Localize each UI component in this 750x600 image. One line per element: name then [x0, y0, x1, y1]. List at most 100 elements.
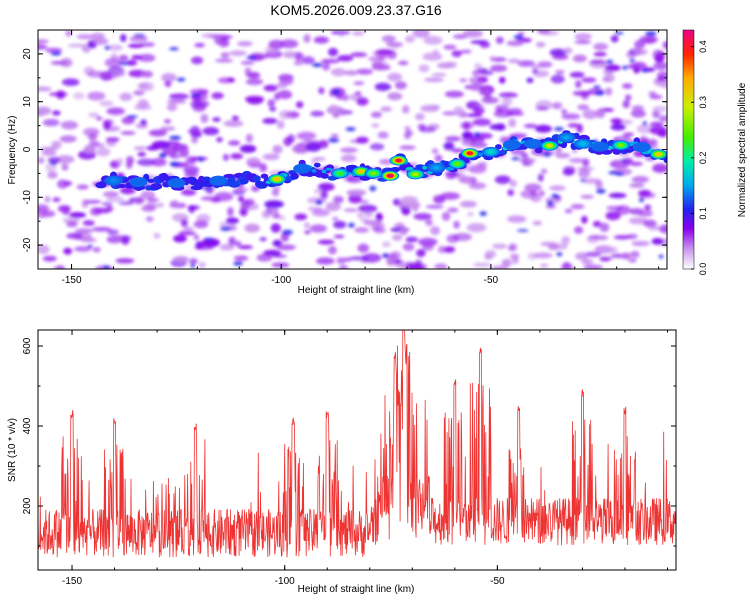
spectrogram-noise-blob	[87, 91, 106, 101]
spectrogram-noise-blob	[146, 197, 159, 203]
spectrogram-noise-blob	[119, 54, 129, 62]
spectrogram-noise-blob	[340, 94, 350, 101]
spectrogram-noise-blob	[602, 76, 610, 82]
spectrogram-noise-blob	[581, 258, 594, 265]
spectrogram-noise-blob	[526, 77, 534, 84]
spectrogram-noise-blob	[423, 35, 443, 45]
spectrogram-noise-blob	[511, 255, 519, 265]
spectrogram-noise-blob	[41, 210, 56, 218]
spectrogram-noise-spot	[345, 127, 356, 132]
ridge-hotspot	[460, 148, 479, 159]
spectrogram-noise-blob	[551, 102, 563, 110]
ridge-hotspot	[611, 140, 630, 151]
x-tick-label: -100	[275, 576, 295, 587]
spectrogram-noise-blob	[328, 245, 337, 255]
spectrogram-noise-blob	[276, 215, 286, 220]
spectrogram-noise-blob	[230, 153, 244, 160]
spectrogram-noise-blob	[453, 106, 464, 114]
spectrogram-noise-blob	[583, 264, 603, 269]
ridge-hotspot	[649, 149, 667, 160]
spectrogram-noise-spot	[513, 35, 524, 40]
spectrogram-noise-spot	[658, 254, 664, 259]
spectrogram-noise-spot	[382, 253, 389, 258]
spectrogram-noise-blob	[615, 205, 631, 215]
ridge-fill-mark	[422, 165, 427, 170]
spectrogram-noise-blob	[440, 192, 461, 200]
spectrogram-noise-blob	[489, 55, 496, 60]
spectrogram-noise-blob	[330, 133, 339, 139]
spectrogram-noise-blob	[348, 256, 369, 261]
spectrogram-noise-blob	[88, 112, 100, 118]
spectrogram-noise-blob	[225, 217, 239, 224]
ridge-hotspot	[268, 174, 286, 185]
colorbar-ticks: 0.0 0.1 0.2 0.3 0.4	[691, 40, 708, 275]
spectrogram-noise-spot	[615, 171, 624, 176]
spectrogram-noise-blob	[631, 240, 650, 247]
spectrogram-noise-blob	[63, 247, 73, 255]
spectrogram-noise-blob	[438, 245, 446, 254]
spectrogram-noise-blob	[649, 94, 663, 100]
spectrogram-noise-blob	[55, 155, 75, 164]
spectrogram-noise-blob	[424, 77, 445, 83]
ridge-hotspot-level	[357, 169, 364, 174]
spectrogram-noise-spot	[118, 61, 130, 65]
x-tick-label: -50	[484, 275, 499, 286]
ridge-hotspot-level	[336, 171, 343, 176]
spectrogram-noise-blob	[296, 131, 317, 140]
spectrogram-noise-blob	[371, 123, 380, 128]
spectrogram-noise-blob	[498, 76, 506, 84]
spectrogram-noise-blob	[272, 254, 287, 258]
spectrogram-noise-blob	[193, 220, 209, 229]
spectrogram-noise-blob	[492, 243, 508, 249]
spectrogram-noise-blob	[95, 116, 103, 121]
spectrogram-noise-spot	[473, 132, 481, 137]
spectrogram-noise-blob	[188, 258, 199, 265]
spectrogram-noise-blob	[244, 223, 260, 233]
spectrogram-noise-spot	[133, 34, 146, 37]
ridge-hotspot	[167, 178, 186, 188]
spectrogram-noise-blob	[570, 204, 585, 210]
spectrogram-noise-blob	[564, 208, 573, 214]
spectrogram-noise-blob	[582, 158, 590, 168]
spectrogram-noise-blob	[96, 143, 105, 148]
spectrogram-noise-blob	[628, 217, 648, 225]
ridge-hotspot	[523, 138, 542, 149]
ridge-hotspot	[209, 175, 228, 186]
spectrogram-noise-spot	[203, 237, 215, 241]
spectrogram-noise-blob	[622, 83, 633, 89]
spectrogram-noise-blob	[325, 201, 341, 212]
spectrogram-noise-blob	[611, 246, 618, 256]
ridge-fill-mark	[405, 167, 414, 171]
spectrogram-noise-blob	[468, 164, 487, 174]
spectrogram-noise-blob	[173, 256, 189, 263]
spectrogram-noise-blob	[392, 234, 403, 241]
spectrogram-noise-blob	[563, 166, 576, 174]
spectrogram-noise-blob	[190, 132, 202, 138]
spectrogram-noise-blob	[650, 121, 664, 127]
spectrogram-noise-blob	[494, 175, 511, 185]
ridge-band-mark	[253, 175, 261, 183]
spectrogram-noise-blob	[240, 60, 255, 65]
spectrogram-noise-blob	[227, 207, 234, 217]
spectrogram-noise-blob	[631, 105, 644, 111]
spectrogram-noise-blob	[198, 261, 206, 269]
spectrogram-noise-blob	[622, 132, 635, 137]
spectrogram-noise-blob	[459, 200, 477, 208]
x-tick-label: -100	[271, 275, 291, 286]
spectrogram-noise-blob	[96, 147, 111, 157]
ridge-hotspot-level	[454, 162, 461, 166]
spectrogram-noise-blob	[187, 205, 201, 210]
spectrogram-noise-blob	[385, 42, 404, 47]
spectrogram-noise-spot	[104, 45, 111, 50]
spectrogram-noise-blob	[657, 71, 667, 79]
spectrogram-noise-blob	[466, 100, 481, 110]
spectrogram-noise-spot	[614, 31, 624, 35]
spectrogram-noise-blob	[317, 239, 335, 245]
spectrogram-noise-blob	[145, 216, 154, 222]
spectrogram-noise-blob	[263, 84, 278, 92]
spectrogram-noise-blob	[412, 30, 430, 38]
spectrogram-noise-blob	[121, 235, 130, 245]
spectrogram-noise-blob	[480, 70, 494, 76]
spectrogram-noise-blob	[126, 59, 138, 66]
spectrogram-noise-blob	[195, 241, 204, 250]
